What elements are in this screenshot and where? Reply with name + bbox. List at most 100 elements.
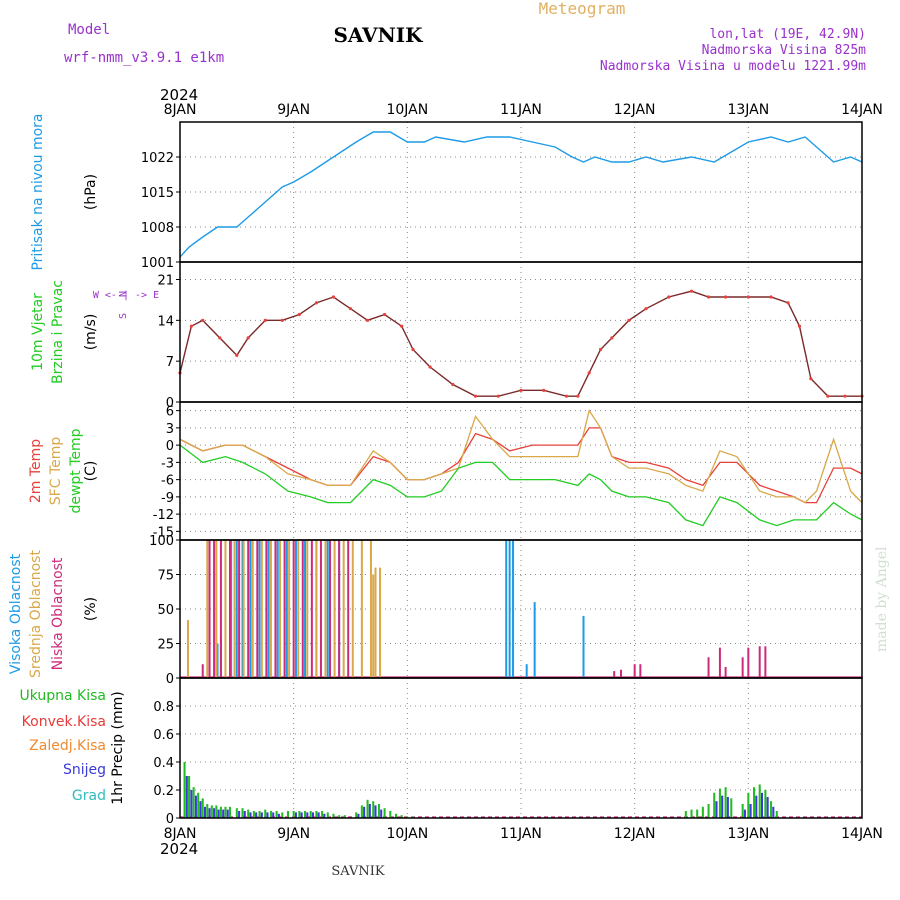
cloud-bar <box>512 540 515 678</box>
precip-bar <box>752 787 756 818</box>
wind-point <box>428 365 432 369</box>
y-tick-label: 0.6 <box>153 728 174 743</box>
temp-series-line <box>179 409 863 504</box>
wind-line <box>179 290 862 397</box>
cloud-bar <box>351 540 354 678</box>
temp-series-line <box>179 444 863 527</box>
x-tick-bottom: 14JAN <box>841 826 883 842</box>
cloud-bar <box>724 666 727 678</box>
precip-bar <box>380 809 383 818</box>
cloud-bar <box>718 647 721 678</box>
model-label: Model <box>68 22 110 38</box>
x-tick-top: 10JAN <box>386 102 428 118</box>
cloud-bar <box>319 540 322 678</box>
precip-bar <box>366 799 369 818</box>
cloud-bar <box>620 669 623 678</box>
cloud-bar <box>201 664 204 678</box>
precip-bar <box>241 808 244 818</box>
wind-point <box>400 324 404 328</box>
precip-bar <box>243 811 246 818</box>
cloud-bar <box>235 540 238 678</box>
y-label: Brzina i Pravac <box>50 280 66 384</box>
x-tick-top: 13JAN <box>727 102 769 118</box>
cloud-bar <box>285 540 288 678</box>
y-label: Srednja Oblacnost <box>28 550 44 678</box>
precip-bar <box>772 806 775 818</box>
cloud-bar <box>508 540 511 678</box>
subtitle: Meteogram <box>539 0 626 18</box>
y-label: Ukupna Kisa <box>19 688 106 704</box>
precip-bar <box>323 813 326 818</box>
y-label: Grad <box>72 788 106 804</box>
y-label: SFC Temp <box>48 437 64 506</box>
y-tick-label: 0 <box>166 439 174 454</box>
precip-bar <box>199 801 202 818</box>
precip-bar <box>724 787 727 818</box>
year-bottom: 2024 <box>160 840 198 858</box>
precip-bar <box>696 809 699 818</box>
cloud-bar <box>639 664 642 678</box>
precip-bar <box>194 795 197 818</box>
watermark: made by Angel <box>874 546 890 652</box>
y-tick-label: 0 <box>166 812 174 827</box>
precip-bar <box>206 804 209 818</box>
cloud-bar <box>342 540 345 678</box>
precip-bar <box>272 812 275 818</box>
y-tick-label: 0.8 <box>153 700 174 715</box>
cloud-bar <box>764 646 767 678</box>
x-tick-bottom: 8JAN <box>164 826 197 842</box>
precip-bar <box>326 812 329 818</box>
y-label: Visoka Oblacnost <box>8 553 24 674</box>
precip-bar <box>764 790 767 818</box>
wind-point <box>365 318 370 322</box>
y-tick-label: 25 <box>157 638 174 653</box>
cloud-bar <box>215 540 218 678</box>
x-tick-bottom: 13JAN <box>727 826 769 842</box>
cloud-bar <box>301 540 304 678</box>
wind-point <box>843 394 847 398</box>
precip-bar <box>183 762 186 818</box>
y-tick-label: 14 <box>157 314 174 329</box>
model-altitude-text: Nadmorska Visina u modelu 1221.99m <box>600 59 866 74</box>
cloud-bar <box>304 540 307 678</box>
x-tick-bottom: 10JAN <box>386 826 428 842</box>
wind-point <box>519 388 523 392</box>
precip-bar <box>332 813 335 818</box>
y-label: Zaledj.Kisa <box>29 738 106 754</box>
x-tick-bottom: 9JAN <box>277 826 310 842</box>
y-label: Konvek.Kisa <box>22 714 106 730</box>
x-tick-top: 12JAN <box>614 102 656 118</box>
precip-bar <box>338 815 341 818</box>
cloud-bar <box>267 540 270 678</box>
precip-bar <box>770 801 773 818</box>
precip-bar <box>311 812 315 818</box>
precip-bar <box>304 811 307 818</box>
wind-point <box>280 318 284 322</box>
cloud-bar <box>292 540 295 678</box>
y-tick-label: -3 <box>161 456 174 471</box>
precip-bar <box>368 804 371 818</box>
cloud-bar <box>294 540 297 678</box>
precip-bar <box>372 801 375 818</box>
precip-bar <box>321 811 324 818</box>
precip-bar <box>217 809 220 818</box>
cloud-bar <box>306 540 309 678</box>
precip-bar <box>758 784 761 818</box>
precip-bar <box>188 776 191 818</box>
x-tick-bottom: 12JAN <box>614 826 656 842</box>
cloud-bar <box>241 540 244 678</box>
wind-point <box>496 394 500 398</box>
precip-bar <box>203 806 207 818</box>
y-tick-label: 1015 <box>141 186 174 201</box>
wind-point <box>689 289 694 293</box>
cloud-bar <box>613 671 616 678</box>
y-tick-label: 6 <box>166 405 174 420</box>
cloud-bar <box>505 540 508 678</box>
y-label: Niska Oblacnost <box>50 557 66 670</box>
wind-point <box>189 324 193 328</box>
cloud-bar <box>747 647 750 678</box>
wind-point <box>383 312 387 317</box>
cloud-bar <box>315 540 318 678</box>
cloud-bar <box>258 540 261 678</box>
